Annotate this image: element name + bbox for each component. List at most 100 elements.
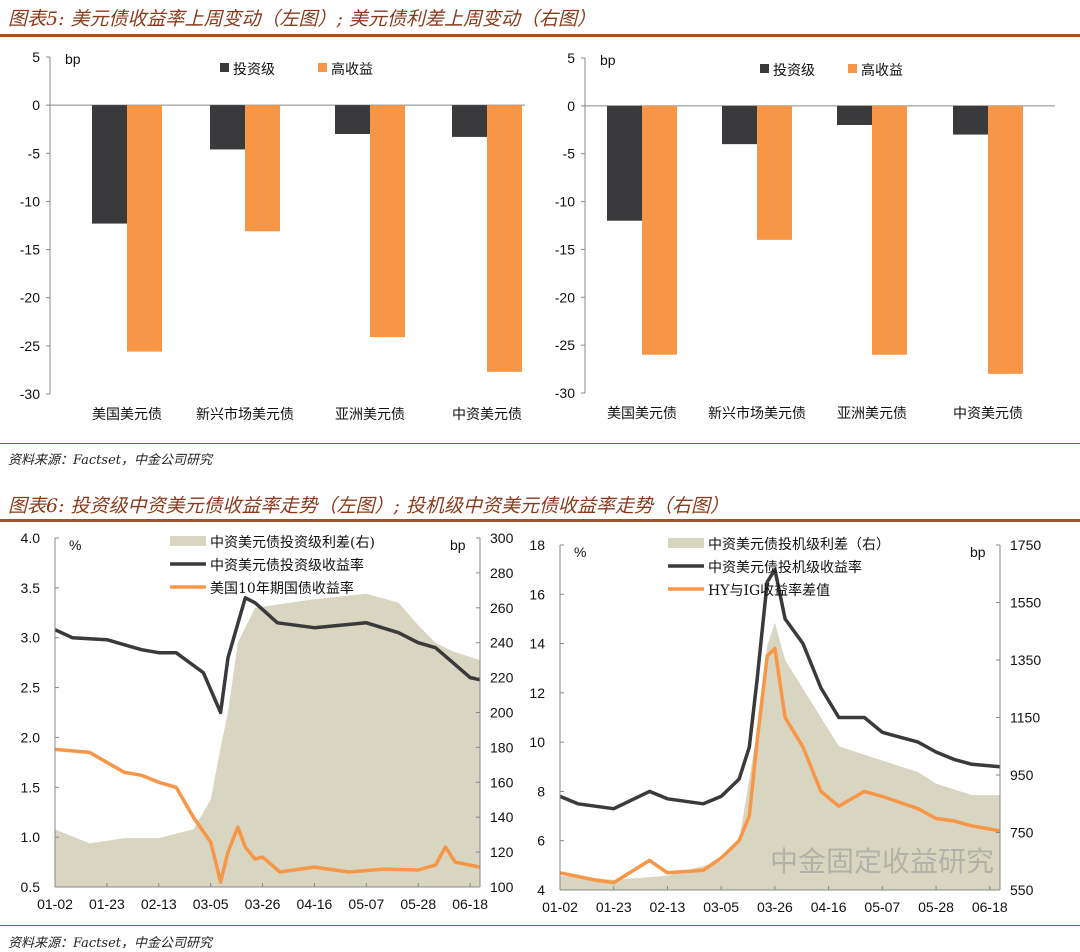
x-tick-label: 03-26 (245, 896, 281, 912)
y-tick-label: -20 (20, 290, 40, 306)
y2-tick-label: 950 (1010, 767, 1034, 783)
bar-hy (370, 105, 405, 338)
comparison-line (54, 747, 481, 884)
bar-hy (872, 105, 907, 355)
legend-swatch (668, 538, 704, 548)
legend-label: HY与IG收益率差值 (708, 582, 830, 599)
legend-swatch (848, 64, 857, 73)
y-axis-unit: % (574, 544, 586, 560)
figure5-title-rule (0, 34, 1080, 37)
legend-swatch (170, 536, 206, 546)
bar-hy (642, 105, 677, 355)
y-tick-label: -30 (20, 386, 40, 402)
bar-hy (757, 105, 792, 240)
x-category-label: 美国美元债 (607, 406, 677, 422)
bar-ig (452, 105, 487, 137)
x-category-label: 亚洲美元债 (335, 407, 405, 423)
legend-label: 高收益 (861, 62, 903, 79)
x-tick-label: 06-18 (452, 896, 488, 912)
y-tick-label: -15 (555, 241, 575, 257)
y-tick-label: 14 (529, 636, 545, 652)
y-axis-unit: bp (600, 52, 616, 68)
y2-tick-label: 240 (490, 635, 514, 651)
bar-hy (487, 105, 522, 372)
legend-label: 中资美元债投资级收益率 (210, 557, 364, 574)
y2-tick-label: 260 (490, 600, 514, 616)
legend-label: 美国10年期国债收益率 (210, 580, 354, 597)
y-tick-label: 10 (529, 734, 545, 750)
bar-ig (335, 105, 370, 135)
x-tick-label: 01-02 (37, 896, 73, 912)
figure6-source: 资料来源：Factset，中金公司研究 (8, 936, 212, 951)
watermark: 中金固定收益研究 (770, 845, 995, 878)
x-tick-label: 01-02 (542, 899, 578, 915)
line-chart-2: 中资美元债投机级利差（右） 中资美元债投机级收益率 HY与IG收益率差值 18 16 14… (529, 537, 1041, 915)
x-tick-label: 04-16 (811, 899, 847, 915)
y-axis-unit: bp (65, 51, 81, 67)
spread-area (560, 622, 1000, 890)
figure6-title-rule (0, 519, 1080, 522)
x-tick-label: 05-28 (918, 899, 954, 915)
y-tick-label: 5 (32, 49, 40, 65)
figure5-bottom-rule (0, 443, 1080, 444)
x-category-label: 新兴市场美元债 (708, 405, 806, 422)
y2-tick-label: 750 (1010, 825, 1034, 841)
y-tick-label: 1.0 (21, 829, 41, 845)
figure5-source: 资料来源：Factset，中金公司研究 (8, 453, 212, 468)
legend-swatch (760, 64, 769, 73)
bar-hy (245, 105, 280, 232)
x-tick-label: 04-16 (297, 896, 333, 912)
y-tick-label: 3.5 (21, 580, 41, 596)
yield-line (54, 596, 481, 715)
y-axis-unit: % (69, 537, 81, 553)
bar-ig (607, 105, 642, 221)
bar-ig (210, 105, 245, 150)
y2-axis-unit: bp (450, 537, 466, 553)
y2-tick-label: 550 (1010, 882, 1034, 898)
y2-tick-label: 1750 (1010, 537, 1041, 553)
y-tick-label: 5 (567, 50, 575, 66)
x-tick-label: 06-18 (972, 899, 1008, 915)
y-tick-label: -10 (20, 193, 40, 209)
y-tick-label: 18 (529, 537, 545, 553)
y-tick-label: 0 (32, 97, 40, 113)
legend-label: 中资美元债投资级利差(右) (210, 535, 375, 551)
legend-label: 投资级 (773, 63, 815, 79)
x-tick-label: 03-05 (193, 896, 229, 912)
x-tick-label: 05-28 (400, 896, 436, 912)
bar-ig (92, 105, 127, 224)
spread-area (55, 593, 480, 887)
legend-label: 高收益 (331, 61, 373, 78)
y2-tick-label: 1150 (1010, 710, 1040, 726)
x-category-label: 亚洲美元债 (837, 406, 907, 422)
y2-tick-label: 200 (490, 705, 514, 721)
y-tick-label: 12 (529, 685, 545, 701)
x-category-label: 中资美元债 (452, 407, 522, 423)
y2-tick-label: 280 (490, 565, 514, 581)
x-tick-label: 05-07 (864, 899, 900, 915)
y2-tick-label: 180 (490, 739, 514, 755)
y2-tick-label: 1350 (1010, 652, 1041, 668)
y2-tick-label: 100 (490, 879, 514, 895)
bar-ig (953, 105, 988, 135)
x-tick-label: 05-07 (348, 896, 384, 912)
y-tick-label: 4 (537, 882, 545, 898)
y2-tick-label: 1550 (1010, 595, 1041, 611)
legend-label: 中资美元债投机级利差（右） (708, 537, 890, 553)
y-tick-label: -5 (28, 145, 41, 161)
bar-ig (837, 105, 872, 125)
legend-label: 中资美元债投机级收益率 (708, 559, 862, 576)
figure6-bottom-rule (0, 925, 1080, 926)
y2-tick-label: 300 (490, 530, 514, 546)
figure6-title: 图表6: 投资级中资美元债收益率走势（左图）; 投机级中资美元债收益率走势（右图… (8, 495, 729, 517)
bar-ig (722, 105, 757, 145)
y-tick-label: -30 (555, 385, 575, 401)
x-tick-label: 01-23 (89, 896, 125, 912)
x-tick-label: 03-26 (757, 899, 793, 915)
yield-line (559, 567, 1001, 811)
y-tick-label: -25 (20, 338, 40, 354)
